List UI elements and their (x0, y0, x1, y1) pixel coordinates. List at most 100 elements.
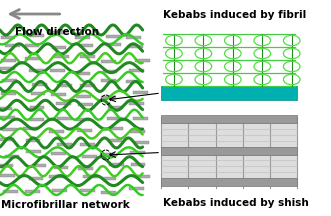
Bar (80, 143, 95, 146)
Bar (243, 154, 270, 178)
Bar (243, 123, 270, 146)
Bar (25, 57, 40, 60)
Bar (161, 86, 297, 100)
Bar (30, 118, 44, 121)
Bar (32, 164, 46, 167)
Bar (133, 117, 148, 120)
Bar (126, 36, 141, 39)
Bar (2, 129, 17, 132)
Bar (109, 163, 124, 166)
Bar (215, 123, 243, 146)
Bar (109, 127, 123, 130)
Bar (54, 55, 69, 58)
Bar (31, 92, 45, 95)
Bar (129, 102, 144, 105)
Bar (80, 189, 95, 192)
Bar (54, 166, 68, 169)
Bar (102, 176, 117, 179)
Bar (1, 36, 16, 39)
Bar (49, 175, 64, 178)
Bar (161, 154, 188, 178)
Bar (51, 93, 66, 96)
Bar (101, 60, 116, 63)
Text: Microfibrillar network: Microfibrillar network (1, 200, 130, 210)
Bar (133, 91, 148, 94)
Bar (57, 117, 71, 120)
Bar (130, 130, 145, 133)
Bar (135, 175, 150, 178)
Bar (103, 70, 118, 73)
Bar (75, 72, 90, 75)
Bar (108, 106, 123, 109)
Bar (29, 69, 44, 72)
Bar (32, 83, 47, 86)
Bar (78, 167, 93, 170)
Bar (0, 138, 14, 141)
Bar (25, 43, 39, 46)
Bar (101, 79, 116, 82)
Bar (188, 123, 215, 146)
Bar (126, 80, 141, 83)
Bar (270, 154, 297, 178)
Bar (161, 146, 297, 154)
Bar (131, 164, 145, 167)
Bar (134, 141, 149, 144)
Bar (161, 115, 297, 123)
Bar (3, 190, 18, 193)
Bar (52, 189, 67, 192)
Bar (2, 79, 17, 82)
Bar (76, 118, 90, 121)
Bar (0, 67, 15, 70)
Bar (107, 117, 122, 120)
Bar (30, 34, 44, 37)
Bar (161, 178, 297, 186)
Bar (78, 103, 93, 106)
Bar (5, 44, 20, 47)
Bar (82, 155, 97, 158)
Bar (49, 130, 64, 133)
Bar (50, 32, 65, 34)
Bar (130, 151, 145, 154)
Bar (100, 153, 115, 156)
Bar (28, 177, 43, 179)
Bar (29, 106, 44, 110)
Bar (0, 107, 12, 110)
Bar (80, 55, 95, 58)
Bar (129, 45, 143, 48)
Bar (83, 175, 98, 178)
Bar (76, 95, 91, 98)
Bar (26, 150, 41, 153)
Bar (1, 59, 16, 62)
Bar (129, 69, 144, 72)
Bar (57, 84, 72, 87)
Bar (56, 102, 71, 105)
Bar (129, 187, 144, 190)
Bar (23, 127, 38, 130)
Text: Kebabs induced by fibril: Kebabs induced by fibril (163, 10, 306, 20)
Bar (52, 46, 66, 49)
Bar (188, 154, 215, 178)
Bar (77, 129, 92, 132)
Bar (161, 123, 188, 146)
Bar (5, 155, 20, 158)
Bar (135, 59, 150, 62)
Bar (25, 190, 40, 193)
Bar (78, 44, 93, 47)
Bar (0, 174, 15, 177)
Bar (0, 116, 15, 119)
Bar (1, 92, 16, 95)
Text: Flow direction: Flow direction (15, 27, 99, 37)
Bar (80, 84, 95, 87)
Bar (106, 35, 120, 38)
Bar (108, 139, 122, 142)
Bar (101, 191, 116, 194)
Bar (50, 69, 65, 72)
Bar (0, 164, 13, 167)
Bar (101, 96, 116, 99)
Text: Kebabs induced by shish: Kebabs induced by shish (163, 198, 308, 208)
Bar (26, 139, 40, 142)
Bar (106, 43, 121, 46)
Bar (270, 123, 297, 146)
Bar (51, 152, 66, 155)
Bar (57, 143, 72, 146)
